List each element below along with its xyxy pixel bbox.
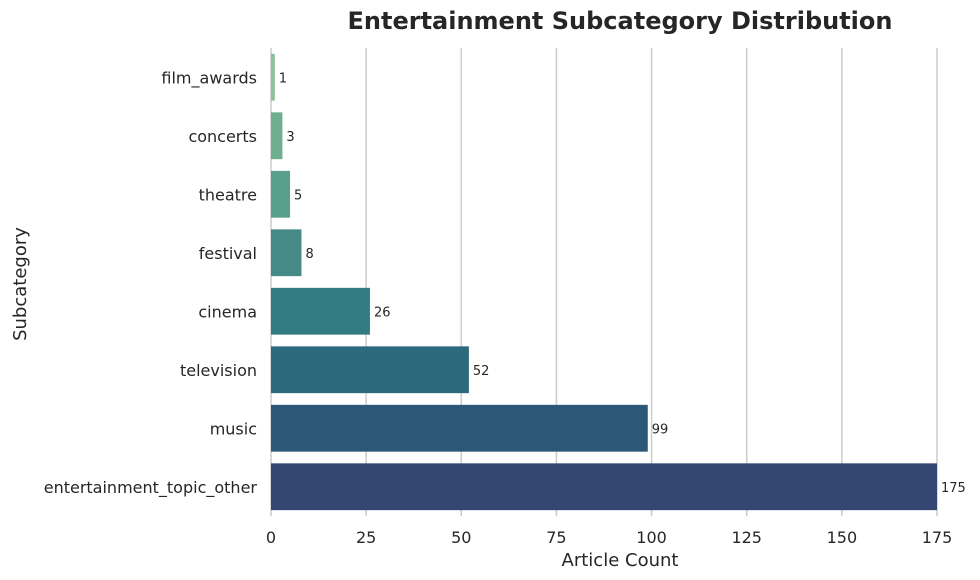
- data-label: 26: [374, 305, 391, 320]
- y-tick-label: film_awards: [161, 68, 257, 88]
- bar: [271, 229, 302, 277]
- bar: [271, 287, 370, 335]
- x-tick-label: 125: [731, 528, 762, 547]
- y-tick-label: festival: [199, 244, 257, 263]
- y-tick-label: entertainment_topic_other: [44, 478, 258, 498]
- data-label: 175: [941, 481, 966, 496]
- x-tick-label: 50: [451, 528, 471, 547]
- bar: [271, 404, 648, 452]
- data-label: 3: [286, 130, 294, 145]
- data-label: 99: [652, 422, 669, 437]
- data-label: 52: [473, 364, 490, 379]
- x-tick-label: 0: [266, 528, 276, 547]
- y-axis-label: Subcategory: [10, 227, 31, 341]
- y-tick-label: television: [180, 361, 257, 380]
- grid-lines: [270, 48, 938, 516]
- x-axis-label: Article Count: [562, 550, 679, 571]
- x-tick-label: 175: [922, 528, 953, 547]
- x-tick-labels: 0 25 50 75 100 125 150 175: [266, 528, 952, 547]
- x-tick-label: 25: [356, 528, 376, 547]
- bar: [271, 112, 283, 160]
- y-tick-label: cinema: [198, 302, 257, 321]
- y-tick-labels: film_awards concerts theatre festival cinema…: [44, 68, 258, 498]
- bar: [271, 463, 937, 511]
- data-label: 5: [294, 188, 302, 203]
- bar: [271, 53, 275, 101]
- bar: [271, 346, 469, 394]
- x-tick-label: 100: [636, 528, 667, 547]
- bars: [271, 53, 937, 511]
- data-label: 8: [305, 247, 313, 262]
- bar: [271, 170, 291, 218]
- chart-title: Entertainment Subcategory Distribution: [348, 7, 893, 35]
- y-tick-label: concerts: [188, 127, 257, 146]
- y-tick-label: music: [210, 419, 257, 438]
- data-labels: 1 3 5 8 26 52 99 175: [279, 71, 966, 496]
- y-tick-label: theatre: [199, 185, 257, 204]
- x-tick-label: 75: [546, 528, 566, 547]
- data-label: 1: [279, 71, 287, 86]
- x-tick-label: 150: [827, 528, 858, 547]
